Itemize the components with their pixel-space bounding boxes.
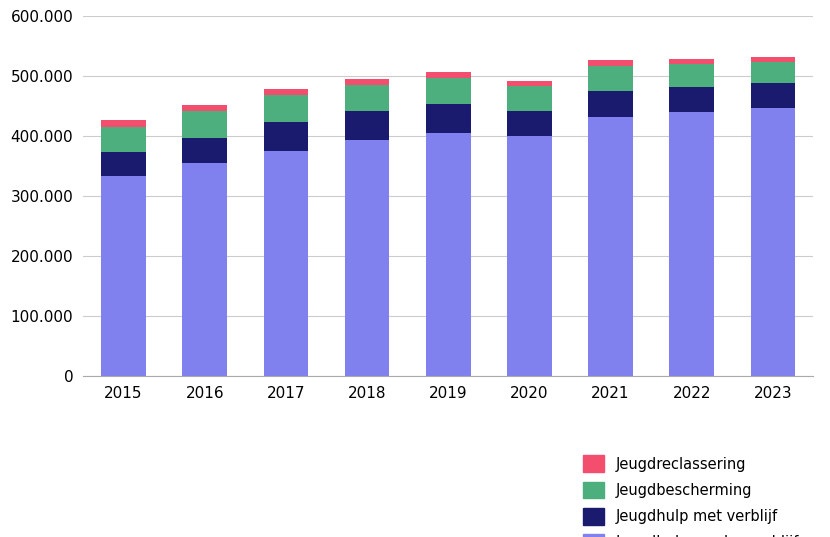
Bar [588, 117, 632, 376]
Bar [264, 122, 308, 151]
Bar [750, 62, 795, 83]
Bar [183, 112, 227, 138]
Bar [101, 177, 146, 376]
Legend: Jeugdreclassering, Jeugdbescherming, Jeugdhulp met verblijf, Jeugdhulp zonder ve: Jeugdreclassering, Jeugdbescherming, Jeu… [576, 448, 806, 537]
Bar [344, 85, 389, 112]
Bar [588, 91, 632, 117]
Bar [750, 83, 795, 108]
Bar [183, 138, 227, 163]
Bar [426, 78, 471, 104]
Bar [507, 111, 552, 136]
Bar [588, 61, 632, 66]
Bar [344, 79, 389, 85]
Bar [101, 120, 146, 127]
Bar [588, 66, 632, 91]
Bar [344, 140, 389, 376]
Bar [669, 59, 714, 64]
Bar [426, 104, 471, 133]
Bar [101, 127, 146, 152]
Bar [183, 163, 227, 376]
Bar [669, 112, 714, 376]
Bar [507, 81, 552, 86]
Bar [669, 87, 714, 112]
Bar [264, 151, 308, 376]
Bar [426, 133, 471, 376]
Bar [183, 105, 227, 112]
Bar [426, 72, 471, 78]
Bar [264, 95, 308, 122]
Bar [344, 112, 389, 140]
Bar [750, 57, 795, 62]
Bar [264, 89, 308, 95]
Bar [669, 64, 714, 87]
Bar [507, 136, 552, 376]
Bar [101, 152, 146, 177]
Bar [507, 86, 552, 111]
Bar [750, 108, 795, 376]
